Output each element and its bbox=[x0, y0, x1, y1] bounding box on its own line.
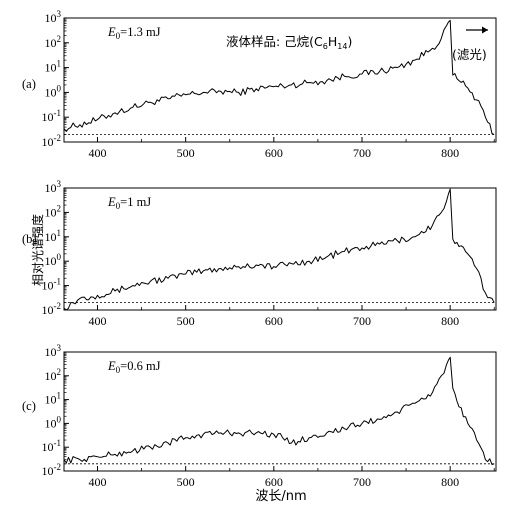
y-tick-label: 10-1 bbox=[42, 277, 62, 293]
panel-b: 10-2 10-1 100 101 102 103 400 500 600 700 800 (b) E0… bbox=[22, 179, 497, 328]
arrow-right-head-icon bbox=[482, 26, 488, 34]
x-tick-label: 800 bbox=[441, 314, 459, 328]
x-tick-label: 700 bbox=[353, 314, 371, 328]
x-tick-label: 600 bbox=[265, 314, 283, 328]
panel-label: (a) bbox=[22, 77, 36, 91]
x-tick-label: 400 bbox=[89, 314, 107, 328]
x-tick-label: 700 bbox=[353, 146, 371, 160]
y-tick-label: 100 bbox=[45, 83, 62, 99]
x-tick-label: 400 bbox=[89, 475, 107, 489]
x-tick-label: 600 bbox=[265, 146, 283, 160]
energy-annotation: E0=0.6 mJ bbox=[107, 359, 161, 375]
panel-label: (b) bbox=[22, 232, 37, 246]
y-tick-label: 103 bbox=[45, 9, 62, 25]
y-tick-label: 102 bbox=[45, 367, 62, 383]
plot-frame bbox=[63, 17, 497, 143]
y-tick-label: 10-2 bbox=[42, 301, 62, 317]
x-tick-label: 500 bbox=[177, 475, 195, 489]
y-tick-label: 10-2 bbox=[42, 462, 62, 478]
y-tick-label: 103 bbox=[45, 343, 62, 359]
spectrum-line bbox=[63, 19, 495, 135]
x-tick-label: 500 bbox=[177, 314, 195, 328]
y-tick-label: 101 bbox=[45, 391, 62, 407]
y-tick-label: 101 bbox=[45, 228, 62, 244]
panel-a: 10-2 10-1 100 101 102 103 400 500 600 700 800 (a) E0… bbox=[22, 9, 497, 160]
panel-c: 10-2 10-1 100 101 102 103 400 500 600 700 800 (c) E0… bbox=[22, 343, 497, 489]
y-tick-label: 101 bbox=[45, 59, 62, 75]
y-tick-label: 102 bbox=[45, 203, 62, 219]
plot-frame bbox=[63, 351, 497, 472]
panel-label: (c) bbox=[22, 399, 36, 413]
spectrum-line bbox=[63, 188, 495, 311]
x-axis-label: 波长/nm bbox=[255, 489, 306, 504]
y-tick-label: 102 bbox=[45, 34, 62, 50]
filter-label: (滤光) bbox=[452, 47, 487, 62]
x-tick-label: 400 bbox=[89, 146, 107, 160]
y-tick-label: 10-1 bbox=[42, 108, 62, 124]
y-tick-label: 100 bbox=[45, 252, 62, 268]
y-tick-label: 10-1 bbox=[42, 438, 62, 454]
y-tick-label: 103 bbox=[45, 179, 62, 195]
plot-frame bbox=[63, 187, 497, 311]
y-axis-label: 相对光谱强度 bbox=[30, 214, 45, 286]
x-tick-label: 600 bbox=[265, 475, 283, 489]
spectrum-line bbox=[63, 356, 495, 465]
sample-label: 液体样品: 己烷(C6H14) bbox=[226, 34, 352, 51]
x-tick-label: 700 bbox=[353, 475, 371, 489]
energy-annotation: E0=1.3 mJ bbox=[107, 25, 161, 41]
x-tick-label: 800 bbox=[441, 475, 459, 489]
energy-annotation: E0=1 mJ bbox=[107, 195, 151, 211]
y-tick-label: 100 bbox=[45, 414, 62, 430]
x-tick-label: 500 bbox=[177, 146, 195, 160]
y-tick-label: 10-2 bbox=[42, 133, 62, 149]
x-tick-label: 800 bbox=[441, 146, 459, 160]
